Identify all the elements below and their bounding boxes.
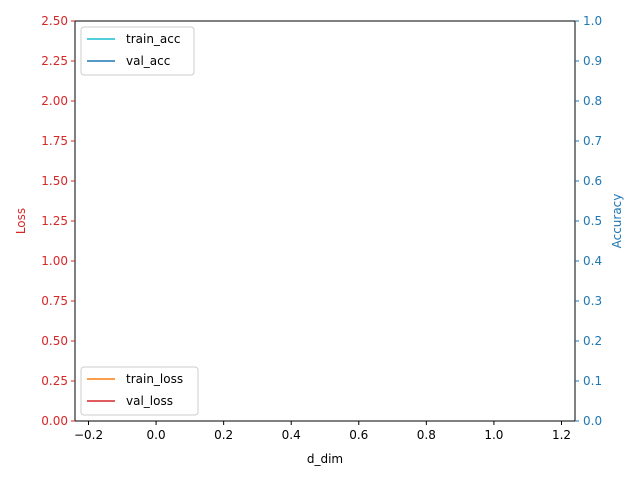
right-tick-label: 0.1 bbox=[583, 374, 602, 388]
right-tick-label: 0.3 bbox=[583, 294, 602, 308]
x-tick-label: 0.6 bbox=[349, 428, 368, 442]
x-axis-label: d_dim bbox=[307, 452, 343, 466]
right-axis-ticks: 0.0 0.1 0.2 0.3 0.4 0.5 0.6 0.7 0.8 0.9 1.0 bbox=[575, 14, 602, 428]
x-tick-label: 0.2 bbox=[214, 428, 233, 442]
legend-label-train_loss: train_loss bbox=[126, 372, 183, 386]
left-tick-label: 1.00 bbox=[41, 254, 68, 268]
legend-label-train_acc: train_acc bbox=[126, 32, 180, 46]
legend-label-val_acc: val_acc bbox=[126, 54, 170, 68]
right-tick-label: 0.7 bbox=[583, 134, 602, 148]
x-tick-label: 0.4 bbox=[282, 428, 301, 442]
x-tick-label: 0.8 bbox=[417, 428, 436, 442]
x-tick-label: 0.0 bbox=[147, 428, 166, 442]
right-tick-label: 0.6 bbox=[583, 174, 602, 188]
right-tick-label: 0.8 bbox=[583, 94, 602, 108]
legend-bottom-left: train_loss val_loss bbox=[80, 366, 199, 416]
legend-top-left: train_acc val_acc bbox=[80, 26, 195, 76]
left-tick-label: 0.00 bbox=[41, 414, 68, 428]
right-tick-label: 0.2 bbox=[583, 334, 602, 348]
left-tick-label: 1.25 bbox=[41, 214, 68, 228]
legend-layer: train_acc val_acc train_loss val_loss bbox=[80, 26, 199, 416]
left-tick-label: 2.25 bbox=[41, 54, 68, 68]
left-tick-label: 0.25 bbox=[41, 374, 68, 388]
x-tick-label: 1.0 bbox=[484, 428, 503, 442]
left-tick-label: 1.50 bbox=[41, 174, 68, 188]
left-tick-label: 2.50 bbox=[41, 14, 68, 28]
x-tick-label: 1.2 bbox=[552, 428, 571, 442]
right-tick-label: 1.0 bbox=[583, 14, 602, 28]
x-axis-ticks: −0.2 0.0 0.2 0.4 0.6 0.8 1.0 1.2 bbox=[74, 421, 571, 442]
axes-layer bbox=[74, 20, 576, 422]
left-tick-label: 0.75 bbox=[41, 294, 68, 308]
legend-label-val_loss: val_loss bbox=[126, 394, 173, 408]
right-tick-label: 0.0 bbox=[583, 414, 602, 428]
left-tick-label: 2.00 bbox=[41, 94, 68, 108]
x-tick-label: −0.2 bbox=[74, 428, 103, 442]
right-tick-label: 0.9 bbox=[583, 54, 602, 68]
right-tick-label: 0.4 bbox=[583, 254, 602, 268]
left-tick-label: 0.50 bbox=[41, 334, 68, 348]
left-tick-label: 1.75 bbox=[41, 134, 68, 148]
left-axis-ticks: 0.00 0.25 0.50 0.75 1.00 1.25 1.50 1.75 2.00 2.25… bbox=[41, 14, 75, 428]
right-axis-label: Accuracy bbox=[610, 194, 624, 249]
right-tick-label: 0.5 bbox=[583, 214, 602, 228]
left-axis-label: Loss bbox=[14, 208, 28, 234]
